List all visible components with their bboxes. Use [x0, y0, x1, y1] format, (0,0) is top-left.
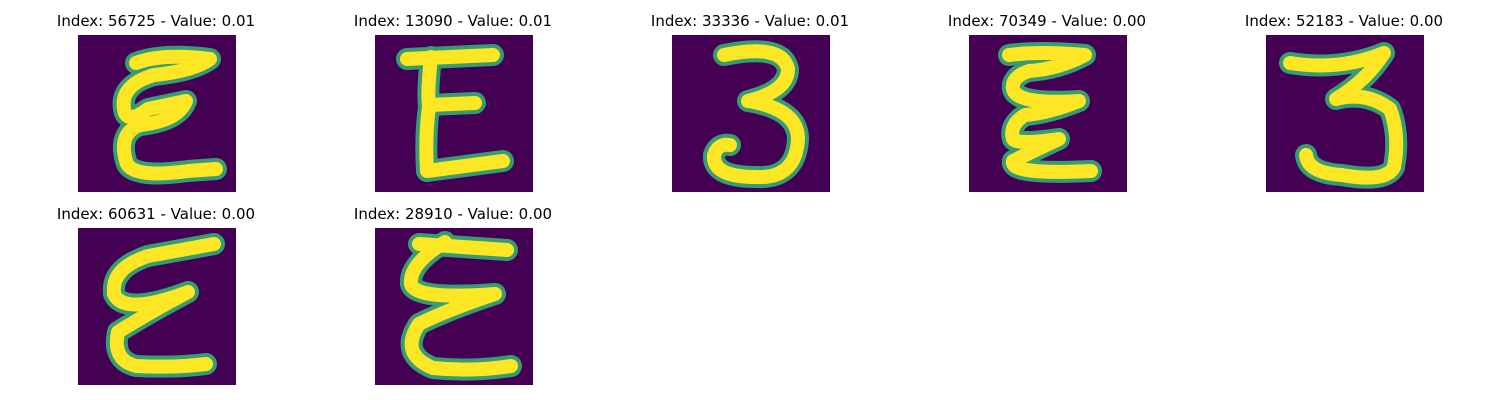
digit-image: [78, 228, 236, 385]
panel-title: Index: 52183 - Value: 0.00: [1244, 12, 1444, 30]
panel-title: Index: 56725 - Value: 0.01: [56, 12, 256, 30]
panel-title: Index: 13090 - Value: 0.01: [353, 12, 553, 30]
panel-title: Index: 70349 - Value: 0.00: [947, 12, 1147, 30]
digit-image-e-5: [375, 228, 533, 385]
digit-image: [78, 35, 236, 192]
panel-title: Index: 60631 - Value: 0.00: [56, 205, 256, 223]
digit-image-3-1: [672, 35, 830, 192]
digit-image-3-2: [1266, 35, 1424, 192]
image-panel-4: Index: 70349 - Value: 0.00: [897, 0, 1197, 193]
image-panel-2: Index: 13090 - Value: 0.01: [303, 0, 603, 193]
digit-image: [375, 35, 533, 192]
image-panel-3: Index: 33336 - Value: 0.01: [600, 0, 900, 193]
digit-image: [969, 35, 1127, 192]
digit-image-e-4: [78, 228, 236, 385]
digit-image-e-1: [78, 35, 236, 192]
image-panel-7: Index: 28910 - Value: 0.00: [303, 193, 603, 386]
digit-image: [1266, 35, 1424, 192]
panel-title: Index: 33336 - Value: 0.01: [650, 12, 850, 30]
digit-image: [375, 228, 533, 385]
image-panel-1: Index: 56725 - Value: 0.01: [6, 0, 306, 193]
digit-image-e-2: [375, 35, 533, 192]
image-panel-5: Index: 52183 - Value: 0.00: [1194, 0, 1494, 193]
panel-title: Index: 28910 - Value: 0.00: [353, 205, 553, 223]
digit-image-e-3: [969, 35, 1127, 192]
digit-image: [672, 35, 830, 192]
image-panel-6: Index: 60631 - Value: 0.00: [6, 193, 306, 386]
